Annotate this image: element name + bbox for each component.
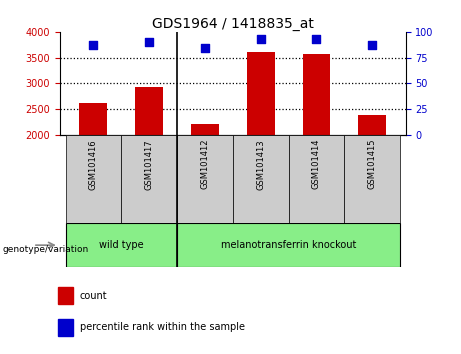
FancyBboxPatch shape — [289, 135, 344, 223]
Text: melanotransferrin knockout: melanotransferrin knockout — [221, 240, 356, 250]
Text: GSM101414: GSM101414 — [312, 139, 321, 189]
Bar — [191, 124, 219, 135]
Text: GSM101413: GSM101413 — [256, 139, 265, 190]
Point — [201, 45, 209, 51]
Bar — [58, 287, 72, 304]
Text: percentile rank within the sample: percentile rank within the sample — [80, 322, 245, 332]
Text: GSM101416: GSM101416 — [89, 139, 98, 190]
FancyBboxPatch shape — [65, 223, 177, 267]
Text: genotype/variation: genotype/variation — [2, 245, 89, 254]
Title: GDS1964 / 1418835_at: GDS1964 / 1418835_at — [152, 17, 314, 31]
Text: GSM101412: GSM101412 — [201, 139, 209, 189]
Bar — [135, 87, 163, 135]
Point — [90, 42, 97, 48]
Point — [257, 36, 264, 42]
Point — [313, 36, 320, 42]
Text: count: count — [80, 291, 107, 301]
FancyBboxPatch shape — [344, 135, 400, 223]
Bar — [79, 103, 107, 135]
Text: GSM101417: GSM101417 — [145, 139, 154, 190]
FancyBboxPatch shape — [177, 223, 400, 267]
Text: wild type: wild type — [99, 240, 143, 250]
Text: GSM101415: GSM101415 — [368, 139, 377, 189]
Point — [146, 39, 153, 45]
Bar — [358, 114, 386, 135]
FancyBboxPatch shape — [65, 135, 121, 223]
Bar — [58, 319, 72, 336]
Bar — [247, 52, 275, 135]
FancyBboxPatch shape — [233, 135, 289, 223]
FancyBboxPatch shape — [121, 135, 177, 223]
Point — [368, 42, 376, 48]
FancyBboxPatch shape — [177, 135, 233, 223]
Bar — [302, 54, 331, 135]
